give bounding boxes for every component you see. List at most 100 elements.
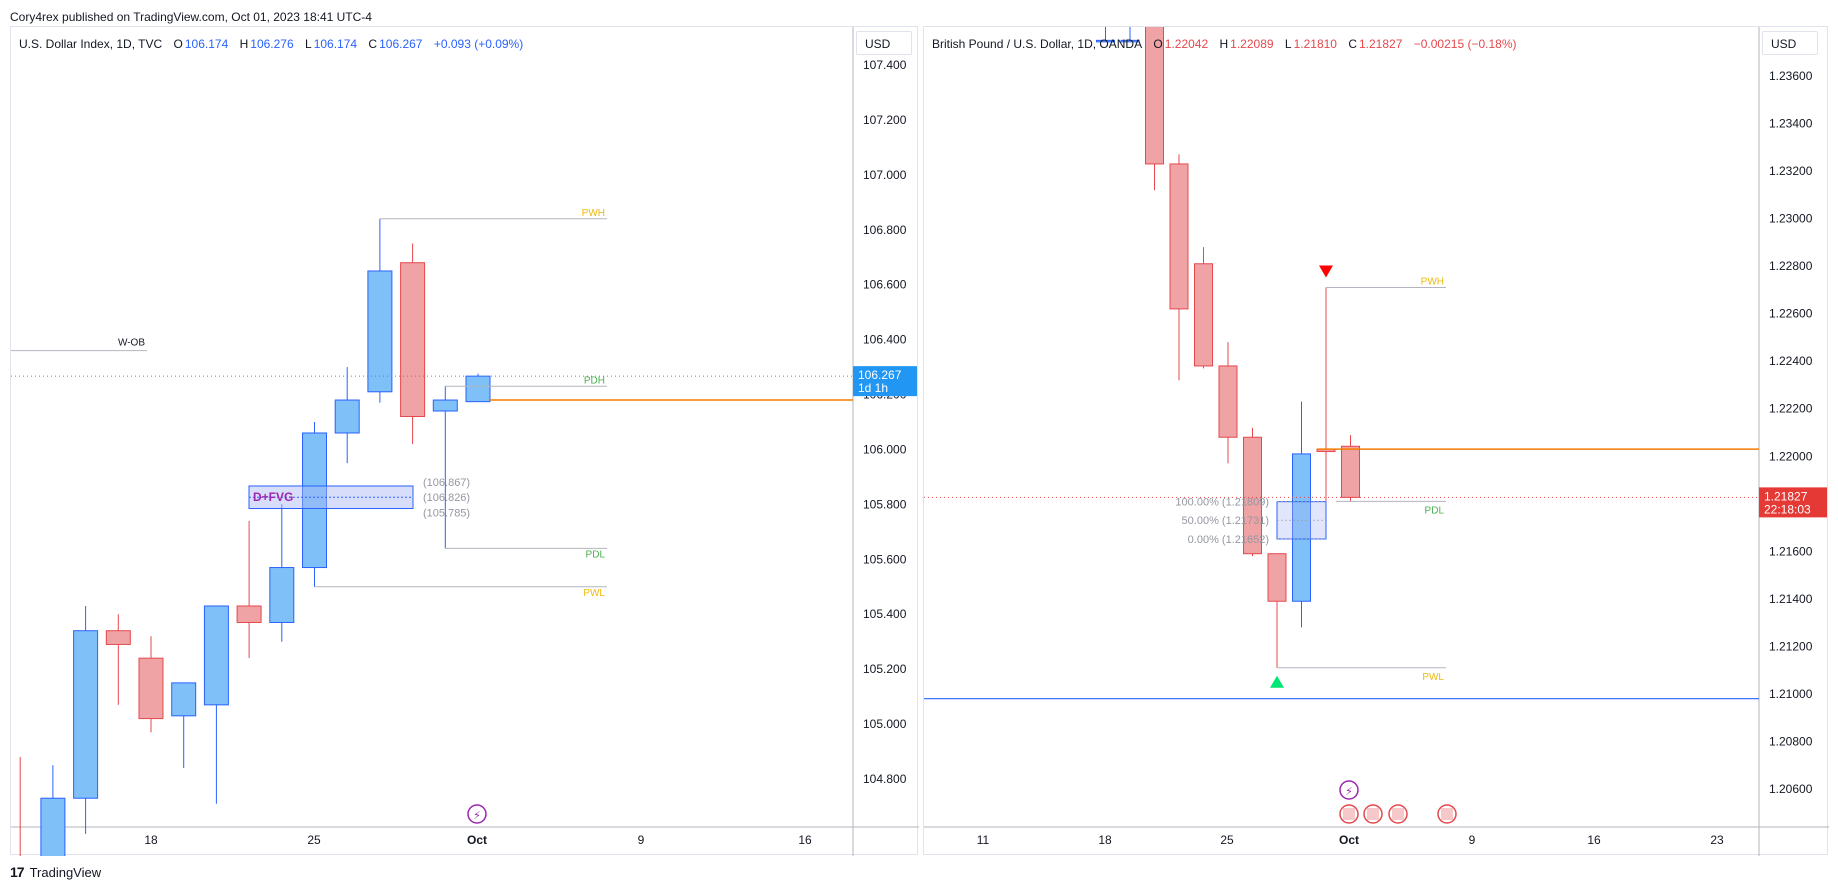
chart-panel-dxy[interactable]: 107.400 107.200 107.000 106.800 106.600 106.4… xyxy=(10,26,919,856)
dxy-y-tick-label: 105.000 xyxy=(863,717,907,731)
gbpusd-currency-button[interactable]: USD xyxy=(1762,31,1818,55)
gbpusd-y-tick-label: 1.22800 xyxy=(1769,259,1813,273)
dxy-fvg-level-label: (106.867) xyxy=(423,477,470,489)
dxy-candle-body xyxy=(432,399,458,412)
dxy-y-tick-label: 105.800 xyxy=(863,497,907,511)
gbpusd-pwh-label: PWH xyxy=(1421,277,1444,288)
dxy-x-tick-label: 9 xyxy=(638,833,645,847)
dxy-y-tick-label: 105.200 xyxy=(863,662,907,676)
dxy-price-tag-timer: 1d 1h xyxy=(858,381,888,395)
dxy-chart-svg[interactable]: 107.400 107.200 107.000 106.800 106.600 106.4… xyxy=(11,27,919,856)
dxy-candle-body xyxy=(171,682,197,717)
dxy-pdl-label: PDL xyxy=(586,549,606,560)
gbpusd-price-tag-value: 1.21827 xyxy=(1764,489,1808,503)
gbpusd-x-tick-label: 25 xyxy=(1220,833,1234,847)
dxy-high: 106.276 xyxy=(250,37,294,51)
dxy-price-tag-value: 106.267 xyxy=(858,368,902,382)
gbpusd-price-tag xyxy=(1759,487,1827,518)
gbpusd-y-tick-label: 1.21200 xyxy=(1769,639,1813,653)
dxy-currency-button[interactable]: USD xyxy=(856,31,912,55)
dxy-change: +0.093 (+0.09%) xyxy=(433,37,524,51)
dxy-y-tick-label: 106.000 xyxy=(863,442,907,456)
lightning-icon xyxy=(1339,780,1359,800)
dxy-y-tick-label: 106.800 xyxy=(863,223,907,237)
gbpusd-y-tick-label: 1.22600 xyxy=(1769,307,1813,321)
dxy-candle-body xyxy=(302,432,327,569)
dxy-candle-body xyxy=(334,399,360,434)
us-flag-icon-fill xyxy=(1367,808,1379,820)
gbpusd-y-tick-label: 1.23600 xyxy=(1769,69,1813,83)
publish-info: Cory4rex published on TradingView.com, O… xyxy=(10,10,372,24)
dxy-price-tag xyxy=(853,366,917,397)
gbpusd-low: 1.21810 xyxy=(1293,37,1337,51)
gbpusd-y-tick-label: 1.23000 xyxy=(1769,212,1813,226)
gbpusd-candle-body xyxy=(1145,27,1164,165)
dxy-y-tick-label: 105.400 xyxy=(863,607,907,621)
gbpusd-y-tick-label: 1.23200 xyxy=(1769,164,1813,178)
dxy-o-label: O xyxy=(173,37,183,51)
gbpusd-fib-label: 100.00% (1.21809) xyxy=(1175,497,1269,509)
gbpusd-l-label: L xyxy=(1284,37,1292,51)
dxy-candle-body xyxy=(465,375,491,403)
gbpusd-y-tick-label: 1.23400 xyxy=(1769,117,1813,131)
dxy-symbol[interactable]: U.S. Dollar Index, 1D, TVC xyxy=(19,37,163,51)
dxy-pdh-label: PDH xyxy=(584,375,605,386)
gbpusd-fib-label: 0.00% (1.21652) xyxy=(1188,534,1269,546)
dxy-fvg-label: D+FVG xyxy=(253,490,293,504)
gbpusd-pdl-label: PDL xyxy=(1425,505,1445,516)
dxy-open: 106.174 xyxy=(184,37,229,51)
dxy-candle-body xyxy=(105,630,131,645)
gbpusd-chart-svg[interactable]: 1.23600 1.23400 1.23200 1.23000 1.22800 1.226… xyxy=(924,27,1829,856)
dxy-x-tick-label: 18 xyxy=(144,833,158,847)
us-flag-icon xyxy=(1437,804,1457,824)
gbpusd-y-tick-label: 1.21000 xyxy=(1769,687,1813,701)
gbpusd-c-label: C xyxy=(1348,37,1357,51)
dxy-candle-body xyxy=(367,270,393,393)
us-flag-icon-fill xyxy=(1343,808,1355,820)
gbpusd-candle-body xyxy=(1243,436,1262,555)
gbpusd-candle-body xyxy=(1194,263,1213,367)
gbpusd-h-label: H xyxy=(1219,37,1229,51)
footer: 17 TradingView xyxy=(10,864,101,880)
brand-name[interactable]: TradingView xyxy=(29,864,102,880)
gbpusd-y-tick-label: 1.20600 xyxy=(1769,782,1813,796)
gbpusd-x-tick-label: 23 xyxy=(1710,833,1724,847)
dxy-fvg-level-label: (105.785) xyxy=(423,508,470,520)
gbpusd-y-tick-label: 1.20800 xyxy=(1769,734,1813,748)
dxy-y-tick-label: 107.400 xyxy=(863,58,907,72)
dxy-candle-body xyxy=(400,262,426,418)
dxy-low: 106.174 xyxy=(313,37,358,51)
dxy-c-label: C xyxy=(368,37,378,51)
gbpusd-candle-body xyxy=(1218,365,1238,438)
gbpusd-x-tick-label: Oct xyxy=(1339,833,1359,847)
gbpusd-pwl-label: PWL xyxy=(1422,672,1444,683)
tradingview-logo-icon: 17 xyxy=(10,864,25,880)
gbpusd-legend: British Pound / U.S. Dollar, 1D, OANDA O… xyxy=(932,37,1518,51)
chart-panel-gbpusd[interactable]: 1.23600 1.23400 1.23200 1.23000 1.22800 1.226… xyxy=(923,26,1829,856)
gbpusd-fib-label: 50.00% (1.21731) xyxy=(1182,515,1269,527)
gbpusd-candle-body xyxy=(1292,453,1311,602)
gbpusd-y-tick-label: 1.22200 xyxy=(1769,402,1813,416)
dxy-y-tick-label: 106.400 xyxy=(863,333,907,347)
dxy-y-tick-label: 107.000 xyxy=(863,168,907,182)
us-flag-icon xyxy=(1363,804,1383,824)
us-flag-icon xyxy=(1388,804,1408,824)
dxy-y-tick-label: 105.600 xyxy=(863,552,907,566)
us-flag-icon-fill xyxy=(1441,808,1453,820)
gbpusd-candle-body xyxy=(1096,39,1115,43)
lightning-icon-glyph: ⚡ xyxy=(473,810,481,822)
sell-arrow-icon xyxy=(1319,265,1333,278)
us-flag-icon-fill xyxy=(1392,808,1404,820)
dxy-close: 106.267 xyxy=(379,37,423,51)
gbpusd-x-tick-label: 9 xyxy=(1469,833,1476,847)
dxy-x-tick-label: 16 xyxy=(798,833,812,847)
gbpusd-x-tick-label: 11 xyxy=(977,833,990,847)
gbpusd-symbol[interactable]: British Pound / U.S. Dollar, 1D, OANDA xyxy=(932,37,1143,51)
gbpusd-candle-body xyxy=(1341,445,1360,498)
gbpusd-x-tick-label: 18 xyxy=(1098,833,1112,847)
dxy-pwh-label: PWH xyxy=(582,208,605,219)
buy-arrow-icon xyxy=(1270,675,1284,688)
us-flag-icon xyxy=(1339,804,1359,824)
gbpusd-price-tag-timer: 22:18:03 xyxy=(1764,502,1811,516)
dxy-l-label: L xyxy=(305,37,312,51)
